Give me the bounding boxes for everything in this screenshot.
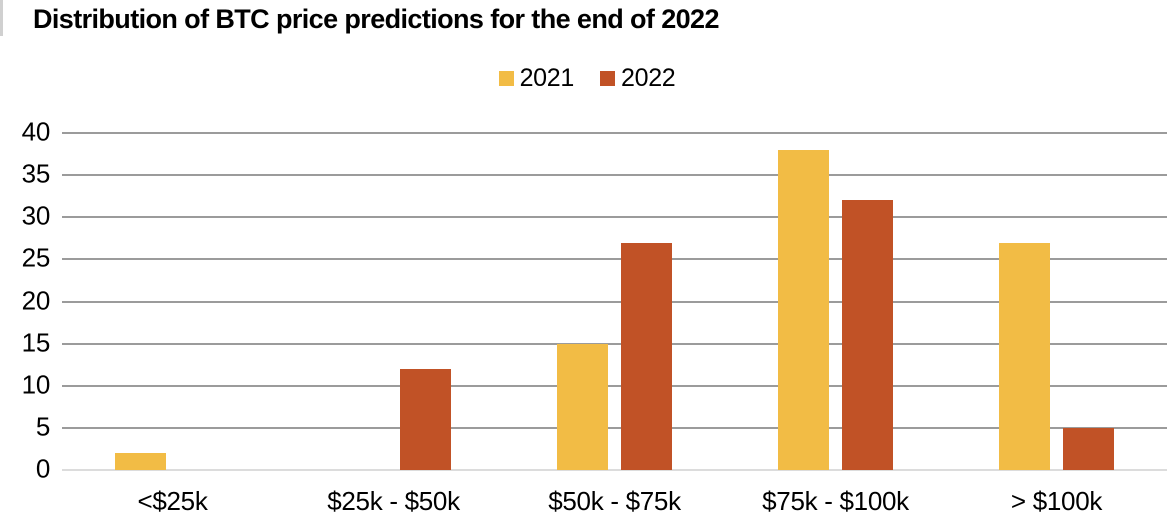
gridline-y-10 [62,384,1167,387]
ytick-label-0: 0 [35,453,50,484]
gridline-y-25 [62,258,1167,261]
xtick-label-3: $50k - $75k [548,486,681,516]
ytick-label-15: 15 [21,326,51,357]
xtick-label-1: <$25k [137,486,208,516]
ytick-label-20: 20 [21,284,51,315]
xtick-label-5: > $100k [1010,486,1103,516]
bar-2022-5 [1063,427,1114,470]
ytick-label-40: 40 [21,116,51,147]
gridline-y-0 [62,469,1167,471]
legend-item-2022: 2022 [600,64,676,93]
legend-swatch-2021 [498,71,514,86]
bar-2022-3 [621,242,672,470]
legend-swatch-2022 [600,71,615,86]
gridline-y-20 [62,300,1167,303]
bar-2021-1 [115,453,166,470]
title-accent-bar [0,0,3,36]
ytick-label-35: 35 [21,158,51,189]
gridline-y-40 [62,132,1167,134]
ytick-label-5: 5 [35,411,50,442]
chart-legend: 2021 2022 [0,64,1174,93]
ytick-label-25: 25 [21,242,51,273]
bar-2021-3 [557,343,608,470]
legend-item-2021: 2021 [498,64,575,93]
gridline-y-35 [62,174,1167,177]
legend-label-2022: 2022 [621,64,676,92]
bar-2022-4 [842,200,893,470]
bar-2021-4 [778,149,829,470]
ytick-label-10: 10 [21,369,51,400]
bar-2022-2 [400,368,451,470]
bar-2021-5 [999,242,1050,470]
gridline-y-30 [62,216,1167,219]
gridline-y-5 [62,426,1167,429]
chart-title: Distribution of BTC price predictions fo… [33,4,719,34]
xtick-label-2: $25k - $50k [327,486,460,516]
xtick-label-4: $75k - $100k [762,486,909,516]
gridline-y-15 [62,342,1167,345]
legend-label-2021: 2021 [519,64,575,92]
ytick-label-30: 30 [21,200,51,231]
